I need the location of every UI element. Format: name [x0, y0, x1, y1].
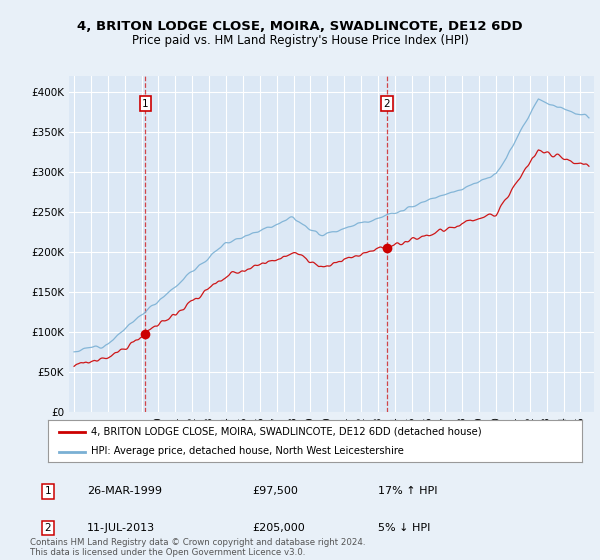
Text: 4, BRITON LODGE CLOSE, MOIRA, SWADLINCOTE, DE12 6DD: 4, BRITON LODGE CLOSE, MOIRA, SWADLINCOT…	[77, 20, 523, 32]
Text: 17% ↑ HPI: 17% ↑ HPI	[378, 487, 437, 496]
Text: 2: 2	[383, 99, 390, 109]
Text: £205,000: £205,000	[252, 523, 305, 533]
Text: HPI: Average price, detached house, North West Leicestershire: HPI: Average price, detached house, Nort…	[91, 446, 404, 456]
Text: 11-JUL-2013: 11-JUL-2013	[87, 523, 155, 533]
Text: 2: 2	[44, 523, 52, 533]
Text: 4, BRITON LODGE CLOSE, MOIRA, SWADLINCOTE, DE12 6DD (detached house): 4, BRITON LODGE CLOSE, MOIRA, SWADLINCOT…	[91, 427, 481, 437]
Text: £97,500: £97,500	[252, 487, 298, 496]
Text: Contains HM Land Registry data © Crown copyright and database right 2024.
This d: Contains HM Land Registry data © Crown c…	[30, 538, 365, 557]
Text: 26-MAR-1999: 26-MAR-1999	[87, 487, 162, 496]
Text: Price paid vs. HM Land Registry's House Price Index (HPI): Price paid vs. HM Land Registry's House …	[131, 34, 469, 46]
Text: 1: 1	[44, 487, 52, 496]
Text: 5% ↓ HPI: 5% ↓ HPI	[378, 523, 430, 533]
Text: 1: 1	[142, 99, 149, 109]
